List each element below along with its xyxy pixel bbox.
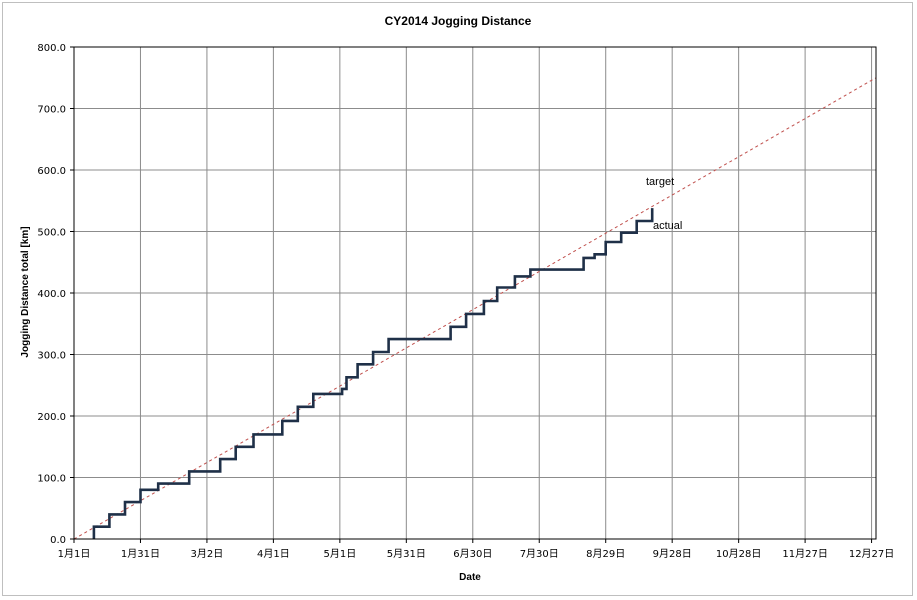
x-tick-label: 5月1日 xyxy=(323,548,356,560)
y-tick-label: 200.0 xyxy=(37,412,66,423)
actual-annotation: actual xyxy=(653,220,682,232)
y-axis-label: Jogging Distance total [km] xyxy=(20,226,31,357)
tick-labels: 0.0 100.0 200.0 300.0 400.0 500.0 600.0 700.0 80… xyxy=(37,43,894,560)
x-tick-label: 1月1日 xyxy=(58,548,91,560)
x-tick-label: 7月30日 xyxy=(520,548,559,560)
target-annotation: target xyxy=(646,176,674,188)
y-tick-label: 700.0 xyxy=(37,105,66,116)
y-tick-label: 800.0 xyxy=(37,43,66,54)
series-line-target xyxy=(73,77,877,540)
y-tick-label: 100.0 xyxy=(37,474,66,485)
y-tick-label: 500.0 xyxy=(37,228,66,239)
series-line-actual xyxy=(92,208,654,539)
x-axis-label: Date xyxy=(459,572,481,583)
y-tick-label: 600.0 xyxy=(37,166,66,177)
grid xyxy=(70,46,876,543)
plot-area-border xyxy=(73,46,877,540)
x-tick-label: 10月28日 xyxy=(716,548,761,560)
series-group xyxy=(73,77,877,540)
x-tick-label: 6月30日 xyxy=(453,548,492,560)
chart-title: CY2014 Jogging Distance xyxy=(385,14,532,28)
x-tick-label: 3月2日 xyxy=(191,548,224,560)
x-tick-label: 1月31日 xyxy=(121,548,160,560)
x-tick-label: 12月27日 xyxy=(849,548,894,560)
x-tick-label: 11月27日 xyxy=(782,548,827,560)
y-tick-label: 0.0 xyxy=(50,535,66,546)
x-tick-label: 9月28日 xyxy=(653,548,692,560)
y-tick-label: 400.0 xyxy=(37,289,66,300)
x-tick-label: 5月31日 xyxy=(387,548,426,560)
x-tick-label: 8月29日 xyxy=(586,548,625,560)
x-tick-label: 4月1日 xyxy=(257,548,290,560)
y-tick-label: 300.0 xyxy=(37,351,66,362)
